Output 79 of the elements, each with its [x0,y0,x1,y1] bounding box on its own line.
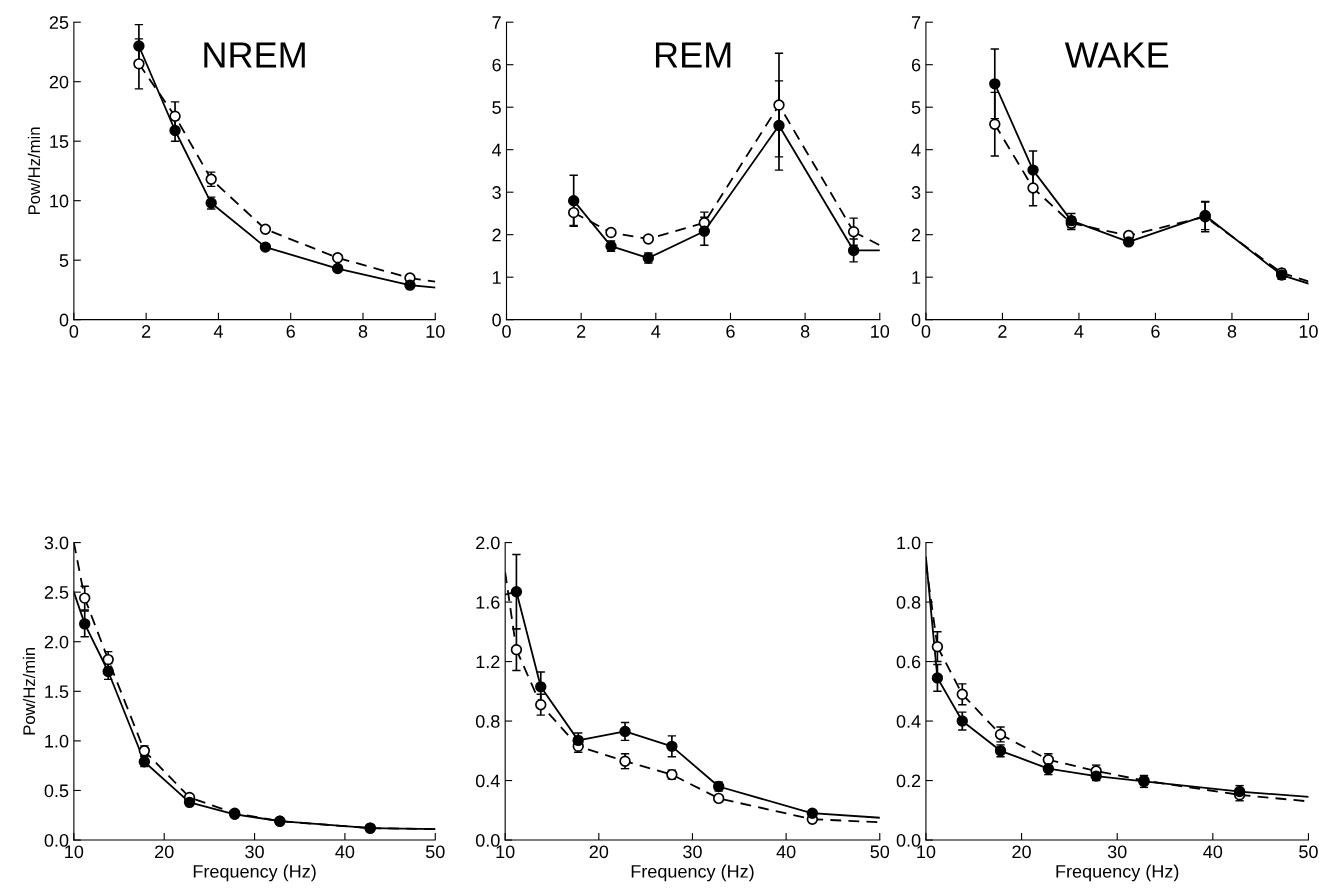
y-tick-label: 1.0 [45,734,69,748]
x-tick-label: 50 [1299,845,1318,859]
x-tick-label: 4 [651,325,661,338]
y-axis-title: Pow/Hz/min [27,127,41,215]
y-tick-label: 2.5 [44,586,69,599]
x-tick-label: 8 [358,325,368,338]
y-tick-label: 1.0 [897,536,921,550]
x-axis-title: Frequency (Hz) [193,864,316,882]
x-tick-label: 0 [921,325,931,338]
y-tick-label: 4 [911,143,921,157]
x-tick-label: 30 [1107,845,1127,859]
y-tick-label: 7 [492,16,501,29]
x-tick-label: 6 [1151,325,1160,338]
y-axis-title: Pow/Hz/min [22,647,36,735]
x-tick-label: 8 [1227,325,1237,338]
x-axis-title: Frequency (Hz) [631,864,754,882]
x-tick-label: 6 [286,325,295,338]
x-tick-label: 0 [69,325,79,338]
x-tick-label: 20 [589,845,609,859]
x-tick-label: 10 [1299,325,1318,338]
y-tick-label: 2 [492,228,501,242]
x-tick-label: 2 [577,325,586,338]
x-tick-label: 2 [998,325,1007,338]
y-tick-label: 25 [49,16,69,29]
y-tick-label: 1 [492,271,501,284]
y-tick-label: 0 [911,313,921,327]
y-tick-label: 3 [492,186,501,199]
y-tick-label: 5 [59,254,69,267]
y-tick-label: 0.2 [896,774,921,788]
y-tick-label: 0.0 [44,833,69,847]
x-tick-label: 8 [800,325,810,338]
y-tick-label: 20 [49,75,69,89]
y-tick-label: 15 [50,135,69,148]
y-tick-label: 0.8 [475,714,500,728]
y-tick-label: 0.5 [44,784,69,798]
y-tick-label: 2.0 [476,536,500,550]
x-tick-label: 20 [155,845,174,859]
x-tick-label: 2 [142,325,151,338]
y-tick-label: 0.4 [896,714,921,728]
y-tick-label: 1.2 [476,655,500,669]
x-tick-label: 40 [1203,845,1223,859]
y-tick-label: 3 [911,186,921,199]
chart-title: REM [655,42,731,68]
chart-title: NREM [204,42,305,68]
y-tick-label: 5 [911,101,921,114]
y-tick-label: 0.6 [896,655,921,669]
y-tick-label: 0.0 [896,833,921,847]
y-tick-label: 2 [911,228,921,242]
x-tick-label: 50 [425,845,445,859]
y-tick-label: 0 [59,313,69,327]
chart-title: WAKE [1064,42,1169,68]
y-tick-label: 4 [492,143,502,157]
x-tick-label: 4 [213,325,223,338]
x-tick-label: 6 [726,325,735,338]
y-tick-label: 1.6 [476,596,500,609]
x-tick-label: 0 [502,325,511,338]
y-tick-label: 5 [492,101,501,114]
y-tick-label: 0 [492,313,501,327]
y-tick-label: 1 [912,271,921,284]
x-tick-label: 4 [1074,325,1084,338]
y-tick-label: 7 [911,16,921,29]
x-axis-title: Frequency (Hz) [1056,864,1179,882]
y-tick-label: 3.0 [44,536,69,550]
y-tick-label: 0.4 [475,774,500,788]
x-tick-label: 20 [1012,845,1031,859]
x-tick-label: 10 [871,325,890,338]
y-tick-label: 6 [911,58,921,72]
y-tick-label: 1.5 [45,685,69,699]
x-tick-label: 30 [245,845,264,859]
y-tick-label: 2.0 [44,635,69,649]
x-tick-label: 10 [426,325,445,338]
x-tick-label: 30 [683,845,702,859]
x-tick-label: 40 [335,845,355,859]
y-tick-label: 0.0 [475,833,500,847]
x-tick-label: 40 [776,845,796,859]
x-tick-label: 50 [870,845,890,859]
y-tick-label: 6 [492,58,501,72]
y-tick-label: 0.8 [896,596,921,609]
y-tick-label: 10 [50,194,69,208]
